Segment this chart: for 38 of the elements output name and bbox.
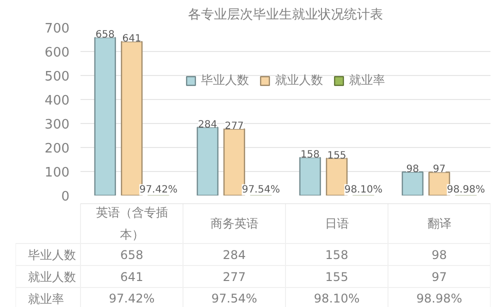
data-label: 98	[432, 248, 447, 262]
y-tick-label: 500	[44, 70, 70, 84]
text: 就业人数	[28, 270, 76, 284]
data-label: 97.42%	[108, 292, 155, 306]
y-tick-label: 100	[44, 166, 70, 180]
data-label: 658	[120, 248, 144, 262]
y-tick-label: 700	[44, 22, 70, 36]
x-tick-label: 日语	[324, 216, 349, 230]
y-tick-label: 400	[44, 94, 70, 108]
chart-title: 各专业层次毕业生就业状况统计表	[188, 8, 383, 22]
data-label: 97.54%	[211, 292, 258, 306]
y-tick-label: 600	[44, 46, 70, 60]
text: 98.10%	[344, 184, 382, 196]
x-tick-label: 翻译	[427, 216, 452, 230]
data-label: 155	[325, 270, 348, 284]
text: 97	[432, 164, 446, 176]
data-label: 277	[222, 270, 246, 284]
data-label: 158	[325, 248, 348, 262]
x-tick-label: 商务英语	[210, 216, 258, 230]
text: 毕业人数	[28, 248, 76, 262]
data-label: 97	[432, 270, 447, 284]
y-tick-label: 300	[44, 118, 70, 132]
text: 97.42%	[139, 184, 178, 196]
text: 155	[327, 150, 346, 162]
legend-label: 就业人数	[275, 72, 323, 89]
text: 98.98%	[446, 184, 485, 196]
x-tick-label: 英语（含专插本）	[96, 205, 168, 242]
legend-label: 毕业人数	[201, 72, 249, 89]
text: 就业率	[28, 292, 64, 306]
data-label: 284	[222, 248, 246, 262]
y-tick-label: 200	[44, 142, 70, 156]
data-label: 98.10%	[314, 292, 360, 306]
legend-label: 就业率	[349, 72, 385, 89]
y-tick-label: 0	[61, 190, 70, 204]
text: 277	[224, 121, 244, 132]
data-label: 641	[120, 270, 144, 284]
data-label: 98.98%	[416, 292, 462, 306]
text: 97.54%	[242, 184, 280, 196]
